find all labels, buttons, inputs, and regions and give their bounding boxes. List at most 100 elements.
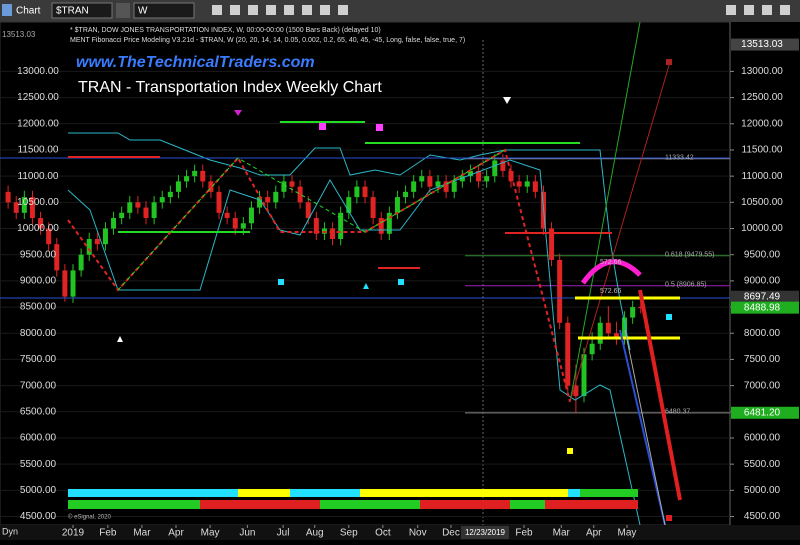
y-tick-label-left: 11500.00 [18,145,59,156]
marker [376,124,383,131]
candle-body [605,322,611,334]
y-tick-label: 9000.00 [744,276,781,287]
y-tick-label: 11000.00 [742,171,783,182]
candle-body [289,181,295,187]
candle-body [484,176,490,182]
window-button[interactable] [780,5,790,15]
price-tag [731,38,799,51]
candle-body [403,191,409,198]
x-tick-label: Oct [375,528,391,539]
arc-highlight [580,259,642,285]
tool-icon[interactable] [248,5,258,15]
candle-body [330,228,336,239]
candle-body [581,354,587,397]
candle-body [346,197,352,213]
y-tick-label: 13000.00 [741,66,783,77]
x-tick-label: May [201,528,220,539]
y-tick-label-left: 8500.00 [20,302,57,313]
candle-body [386,212,392,234]
tool-icon[interactable] [320,5,330,15]
window-button[interactable] [726,5,736,15]
strip [68,489,238,497]
y-tick-label-left: 7000.00 [20,380,57,391]
y-tick-label: 6000.00 [744,433,781,444]
y-tick-label-left: 5000.00 [20,485,57,496]
marker [503,97,511,104]
symbol[interactable]: $TRAN [56,6,89,17]
tool-icon[interactable] [338,5,348,15]
candle-body [492,160,498,177]
y-tick-label: 5500.00 [744,459,781,470]
price-tag-label: 8488.98 [744,302,781,313]
candle-body [338,212,344,239]
tool-icon[interactable] [212,5,222,15]
tool-icon[interactable] [284,5,294,15]
indicator-strips [68,489,638,509]
candle-body [86,238,92,255]
symbol-box[interactable] [51,2,113,19]
candle-body [62,270,68,297]
candle-body [46,228,52,245]
price-tag-label: 8697.49 [744,291,781,302]
y-tick-label: 10500.00 [741,197,783,208]
candle-body [573,385,579,397]
candle-body [313,218,319,234]
window-button[interactable] [762,5,772,15]
candle-body [451,181,457,192]
channel-lower [67,159,641,526]
candle-body [184,176,190,182]
y-tick-label: 9500.00 [744,249,781,260]
candle-body [111,218,117,229]
candle-body [54,244,60,271]
candle-body [476,170,482,182]
candle-body [248,207,254,224]
link-button[interactable] [116,3,130,18]
strip [545,500,638,509]
candle-body [524,181,530,187]
plot-area [0,21,731,526]
tool-icon[interactable] [230,5,240,15]
y-tick-label-left: 8000.00 [20,328,57,339]
fib-label: 0.5 (8906.85) [665,282,707,289]
candle-body [305,202,311,219]
x-tick-label: Sep [340,528,358,539]
x-tick-label: Nov [409,528,427,539]
window-button[interactable] [744,5,754,15]
y-tick-label-left: 7500.00 [20,354,57,365]
candle-body [13,202,19,213]
candle-body [240,223,246,229]
y-tick-label-left: 9000.00 [20,276,57,287]
marker [234,110,242,116]
candle-body [362,186,368,198]
y-tick-label-left: 5500.00 [20,459,57,470]
x-axis-bar [0,525,800,540]
candle-body [224,212,230,219]
marker [319,123,326,130]
candle-body [281,181,287,192]
channel-upper [68,132,631,351]
x-tick-label: May [618,528,637,539]
x-tick-label: Dec [442,528,460,539]
candle-body [597,322,603,344]
candle-body [354,186,360,198]
cursor-date: 12/23/2019 [465,528,506,537]
candle-body [630,307,636,318]
x-tick-label: Aug [306,528,324,539]
y-tick-label: 12500.00 [741,92,783,103]
y-tick-label-left: 6000.00 [20,433,57,444]
y-tick-label-left: 4500.00 [20,511,57,522]
interval-box[interactable] [133,2,195,19]
marker [363,283,369,289]
interval[interactable]: W [138,6,148,17]
window-title: Chart [16,6,41,17]
candle-body [378,218,384,234]
candle-body [38,218,44,229]
tool-icon[interactable] [302,5,312,15]
tool-icon[interactable] [266,5,276,15]
forecast-line [624,329,666,526]
candle-body [94,238,100,245]
markers [117,59,672,521]
price-tag-label: 13513.03 [741,39,783,50]
x-tick-label: Mar [133,528,151,539]
